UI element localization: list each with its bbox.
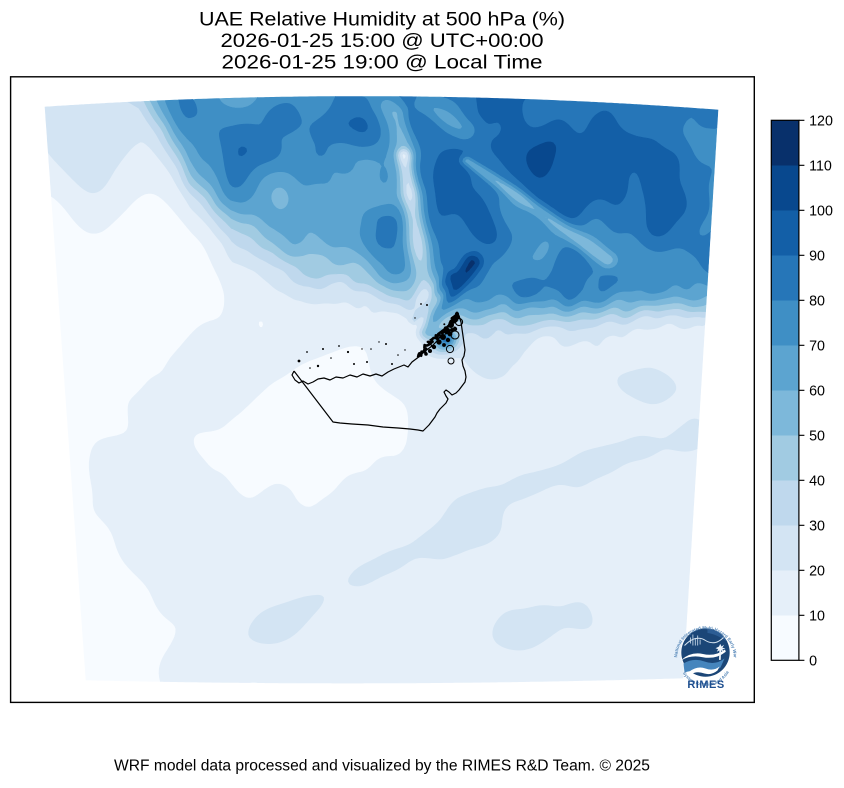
svg-text:10: 10 xyxy=(809,608,825,624)
svg-text:110: 110 xyxy=(809,158,832,174)
svg-text:120: 120 xyxy=(809,113,833,129)
svg-text:80: 80 xyxy=(809,293,825,309)
svg-text:70: 70 xyxy=(809,338,825,354)
svg-text:0: 0 xyxy=(809,653,817,669)
svg-text:UAE Relative Humidity at 500 h: UAE Relative Humidity at 500 hPa (%) xyxy=(199,10,565,31)
svg-text:90: 90 xyxy=(809,248,825,264)
svg-text:30: 30 xyxy=(809,518,825,534)
svg-text:RIMES: RIMES xyxy=(687,679,724,691)
svg-text:WRF model data processed and v: WRF model data processed and visualized … xyxy=(114,758,650,775)
svg-text:60: 60 xyxy=(809,383,825,399)
svg-text:50: 50 xyxy=(809,428,825,444)
svg-text:40: 40 xyxy=(809,473,825,489)
svg-text:20: 20 xyxy=(809,563,825,579)
svg-text:2026-01-25 15:00 @ UTC+00:00: 2026-01-25 15:00 @ UTC+00:00 xyxy=(221,31,544,52)
svg-text:100: 100 xyxy=(809,203,833,219)
svg-text:2026-01-25 19:00 @ Local Time: 2026-01-25 19:00 @ Local Time xyxy=(222,53,543,74)
